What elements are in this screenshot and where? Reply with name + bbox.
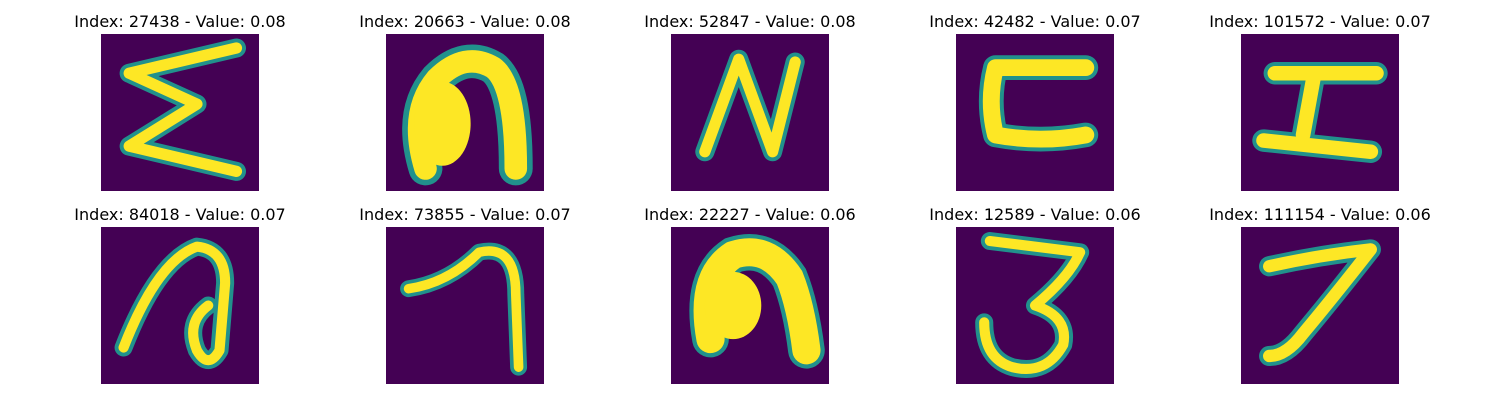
digit-image — [101, 34, 259, 191]
digit-image — [1241, 34, 1399, 191]
digit-image — [386, 34, 544, 191]
digit-image — [671, 227, 829, 384]
digit-image — [956, 34, 1114, 191]
digit-image — [956, 227, 1114, 384]
cell-title: Index: 27438 - Value: 0.08 — [74, 12, 286, 31]
digit-image — [386, 227, 544, 384]
cell-title: Index: 73855 - Value: 0.07 — [359, 205, 571, 224]
cell-title: Index: 22227 - Value: 0.06 — [644, 205, 856, 224]
cell-title: Index: 12589 - Value: 0.06 — [929, 205, 1141, 224]
digit-image — [1241, 227, 1399, 384]
cell-title: Index: 111154 - Value: 0.06 — [1209, 205, 1431, 224]
cell-title: Index: 42482 - Value: 0.07 — [929, 12, 1141, 31]
cell-title: Index: 20663 - Value: 0.08 — [359, 12, 571, 31]
cell-title: Index: 101572 - Value: 0.07 — [1209, 12, 1431, 31]
cell-title: Index: 84018 - Value: 0.07 — [74, 205, 286, 224]
digit-image — [101, 227, 259, 384]
cell-title: Index: 52847 - Value: 0.08 — [644, 12, 856, 31]
digit-image — [671, 34, 829, 191]
